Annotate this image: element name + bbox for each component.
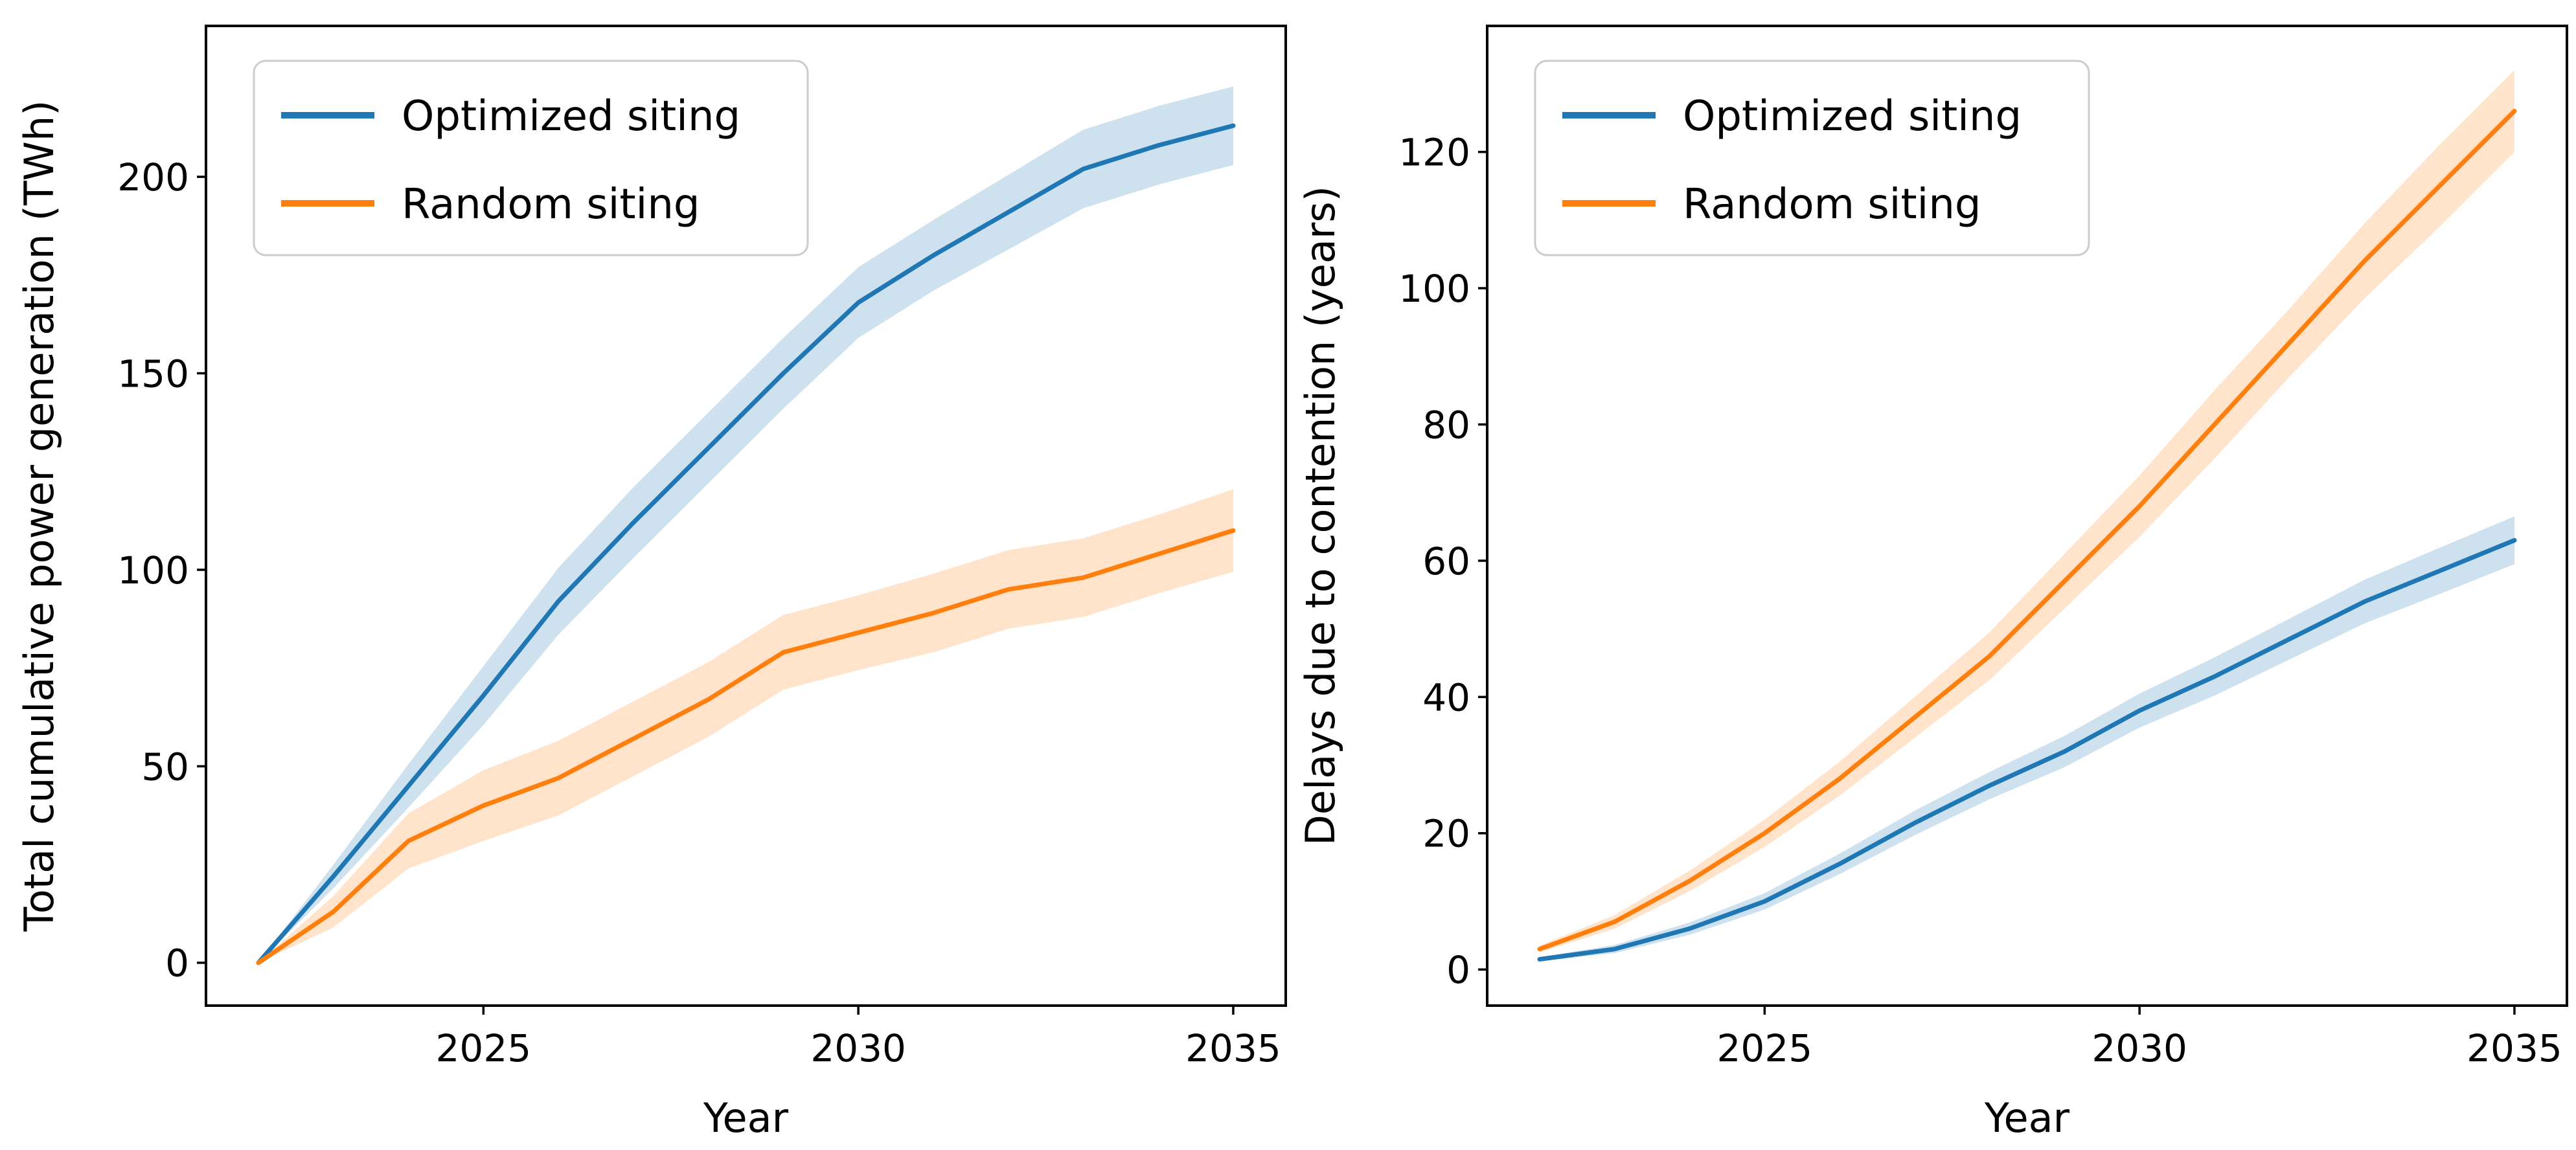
y-axis-tick-label: 40	[1422, 675, 1470, 719]
y-axis-tick-label: 100	[117, 548, 189, 592]
optimized-siting-band	[1540, 516, 2514, 962]
legend-label: Random siting	[1683, 181, 1981, 229]
random-siting-line	[1537, 109, 2517, 952]
x-axis-tick-label: 2030	[810, 1026, 906, 1070]
axes-box	[1486, 25, 2568, 1007]
x-axis-tick-label: 2035	[2467, 1026, 2562, 1070]
legend: Optimized siting Random siting	[253, 60, 809, 256]
legend: Optimized siting Random siting	[1534, 60, 2090, 256]
y-axis-label: Delays due to contention (years)	[1297, 186, 1344, 846]
x-axis-tick-label: 2035	[1185, 1026, 1281, 1070]
legend-box	[253, 60, 809, 256]
x-axis-label: Year	[703, 1094, 789, 1142]
y-axis-tick-label: 100	[1398, 267, 1470, 311]
y-axis-label: Total cumulative power generation (TWh)	[16, 100, 63, 932]
random-siting-band	[258, 489, 1233, 963]
legend-label: Random siting	[402, 181, 700, 229]
optimized-siting-band	[258, 86, 1233, 963]
right-plot: 2025 2030 2035 0 20 40 60 80 100 120 Year Delays du…	[1297, 25, 2568, 1142]
optimized-siting-line	[1537, 537, 2517, 962]
x-axis-label: Year	[1984, 1094, 2070, 1142]
legend-box	[1534, 60, 2090, 256]
y-axis-tick-label: 50	[141, 745, 189, 789]
y-axis-tick-label: 20	[1422, 812, 1470, 856]
legend-label: Optimized siting	[1683, 93, 2022, 141]
optimized-siting-line	[256, 123, 1236, 965]
left-plot: 2025 2030 2035 0 50 100 150 200 Year Total cumula…	[16, 25, 1287, 1142]
y-axis-tick-label: 0	[1446, 948, 1470, 992]
x-axis-tick-label: 2030	[2092, 1026, 2187, 1070]
y-axis-tick-label: 150	[117, 352, 189, 396]
axes-box	[205, 25, 1287, 1007]
random-siting-line	[256, 528, 1236, 965]
legend-label: Optimized siting	[402, 93, 740, 141]
y-axis-tick-label: 0	[165, 941, 189, 986]
x-axis-tick-label: 2025	[1717, 1026, 1813, 1070]
x-axis-tick-label: 2025	[436, 1026, 532, 1070]
y-axis-tick-label: 80	[1422, 403, 1470, 447]
y-axis-tick-label: 120	[1398, 131, 1470, 175]
y-axis-tick-label: 60	[1422, 539, 1470, 583]
y-axis-tick-label: 200	[117, 155, 189, 199]
